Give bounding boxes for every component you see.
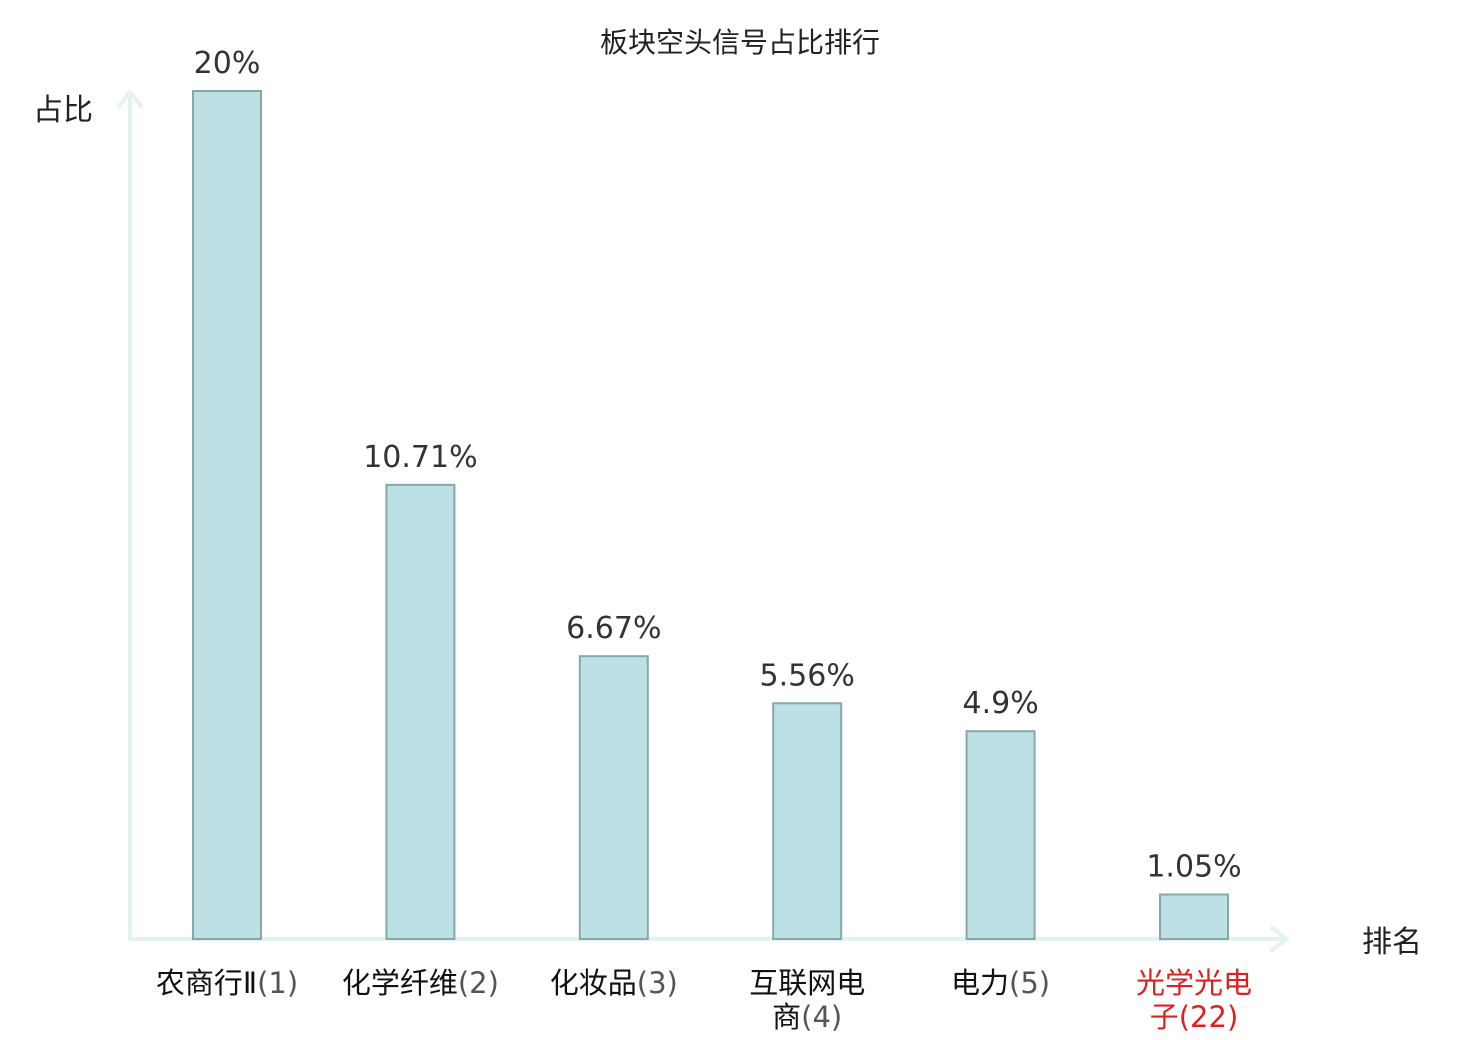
category-rank: (22) [1179, 1000, 1239, 1034]
bar-6 [1159, 893, 1229, 940]
category-label-line: 商(4) [772, 1000, 842, 1034]
data-label-1: 20% [194, 46, 261, 81]
category-rank: (4) [801, 1000, 842, 1034]
category-rank: (3) [637, 966, 678, 1000]
bar-1 [192, 90, 262, 940]
category-label-line: 互联网电 [749, 966, 865, 1000]
category-name: 电力 [951, 966, 1009, 1000]
category-label-1: 农商行Ⅱ(1) [156, 966, 298, 1000]
category-rank: (1) [257, 966, 298, 1000]
bar-3 [578, 655, 649, 940]
bar-2 [385, 483, 456, 940]
bars-group [192, 90, 1229, 941]
data-label-4: 5.56% [760, 658, 855, 693]
category-label-line: 化妆品(3) [550, 966, 678, 1000]
category-name: 光学光电 [1136, 966, 1252, 1000]
bar-5 [965, 730, 1036, 941]
category-label-line: 化学纤维(2) [342, 966, 499, 1000]
category-name: 化学纤维 [342, 966, 458, 1000]
y-axis-title: 占比 [33, 93, 93, 128]
data-label-5: 4.9% [962, 686, 1038, 721]
data-label-3: 6.67% [566, 611, 661, 646]
x-axis-title: 排名 [1362, 925, 1422, 960]
category-rank: (2) [458, 966, 499, 1000]
category-label-line: 电力(5) [951, 966, 1050, 1000]
category-label-3: 化妆品(3) [550, 966, 678, 1000]
category-label-5: 电力(5) [951, 966, 1050, 1000]
bar-4 [772, 702, 843, 940]
category-name: 互联网电 [749, 966, 865, 1000]
category-label-2: 化学纤维(2) [342, 966, 499, 1000]
data-label-2: 10.71% [363, 440, 477, 475]
category-name: 农商行Ⅱ [156, 966, 257, 1000]
category-name: 商 [772, 1000, 801, 1034]
x-axis [128, 926, 1289, 952]
data-labels-group: 20% 10.71% 6.67% 5.56% 4.9% 1.05% [194, 46, 1242, 885]
category-rank: (5) [1009, 966, 1050, 1000]
y-axis [117, 90, 143, 941]
category-name: 子 [1150, 1000, 1179, 1034]
category-label-line: 农商行Ⅱ(1) [156, 966, 298, 1000]
category-label-line: 光学光电 [1136, 966, 1252, 1000]
data-label-6: 1.05% [1146, 850, 1241, 885]
chart-title: 板块空头信号占比排行 [600, 26, 880, 59]
category-label-line: 子(22) [1150, 1000, 1239, 1034]
category-name: 化妆品 [550, 966, 637, 1000]
